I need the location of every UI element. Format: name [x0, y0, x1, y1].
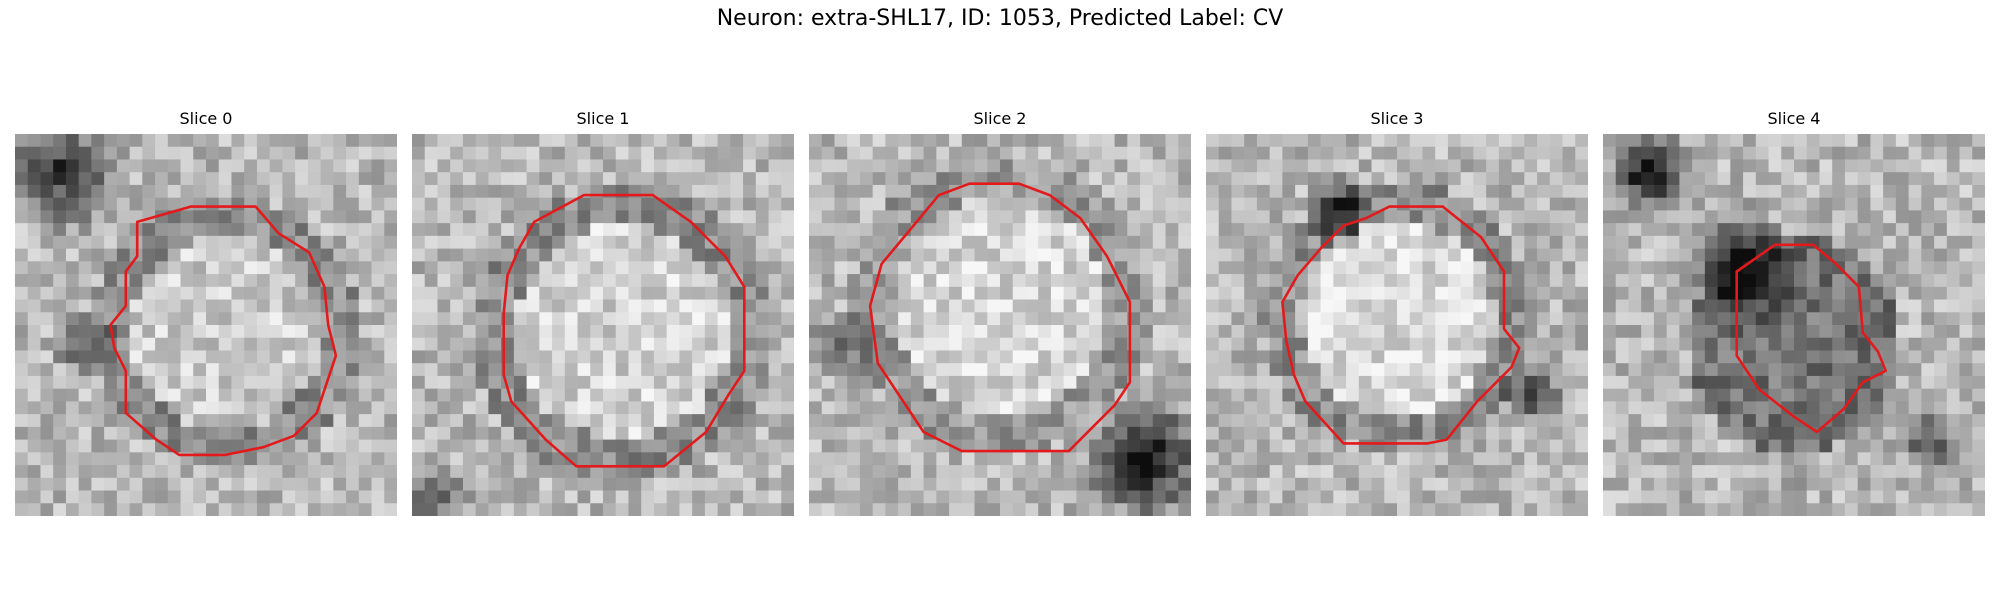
pixel-grid	[15, 134, 397, 516]
segmentation-contour	[868, 182, 1132, 453]
slice-panel-3: Slice 3	[1206, 108, 1588, 516]
slice-image	[15, 134, 397, 516]
slice-image	[1603, 134, 1985, 516]
figure-title: Neuron: extra-SHL17, ID: 1053, Predicted…	[716, 6, 1284, 31]
slice-title: Slice 4	[1767, 109, 1821, 128]
pixel-grid	[1206, 134, 1588, 516]
slice-panel-1: Slice 1	[412, 108, 794, 516]
slice-title: Slice 1	[576, 109, 630, 128]
pixel-grid	[1603, 134, 1985, 516]
slice-panel-0: Slice 0	[15, 108, 397, 516]
pixel-grid	[412, 134, 794, 516]
slice-panel-2: Slice 2	[809, 108, 1191, 516]
slice-image	[1206, 134, 1588, 516]
pixel-grid	[809, 134, 1191, 516]
slice-image	[809, 134, 1191, 516]
slice-image	[412, 134, 794, 516]
slice-title: Slice 0	[179, 109, 233, 128]
segmentation-contour	[502, 193, 746, 468]
slice-title: Slice 2	[973, 109, 1027, 128]
segmentation-contour	[1281, 205, 1521, 445]
segmentation-contour	[109, 205, 338, 457]
slice-panel-4: Slice 4	[1603, 108, 1985, 516]
segmentation-contour	[1735, 243, 1888, 434]
slice-title: Slice 3	[1370, 109, 1424, 128]
